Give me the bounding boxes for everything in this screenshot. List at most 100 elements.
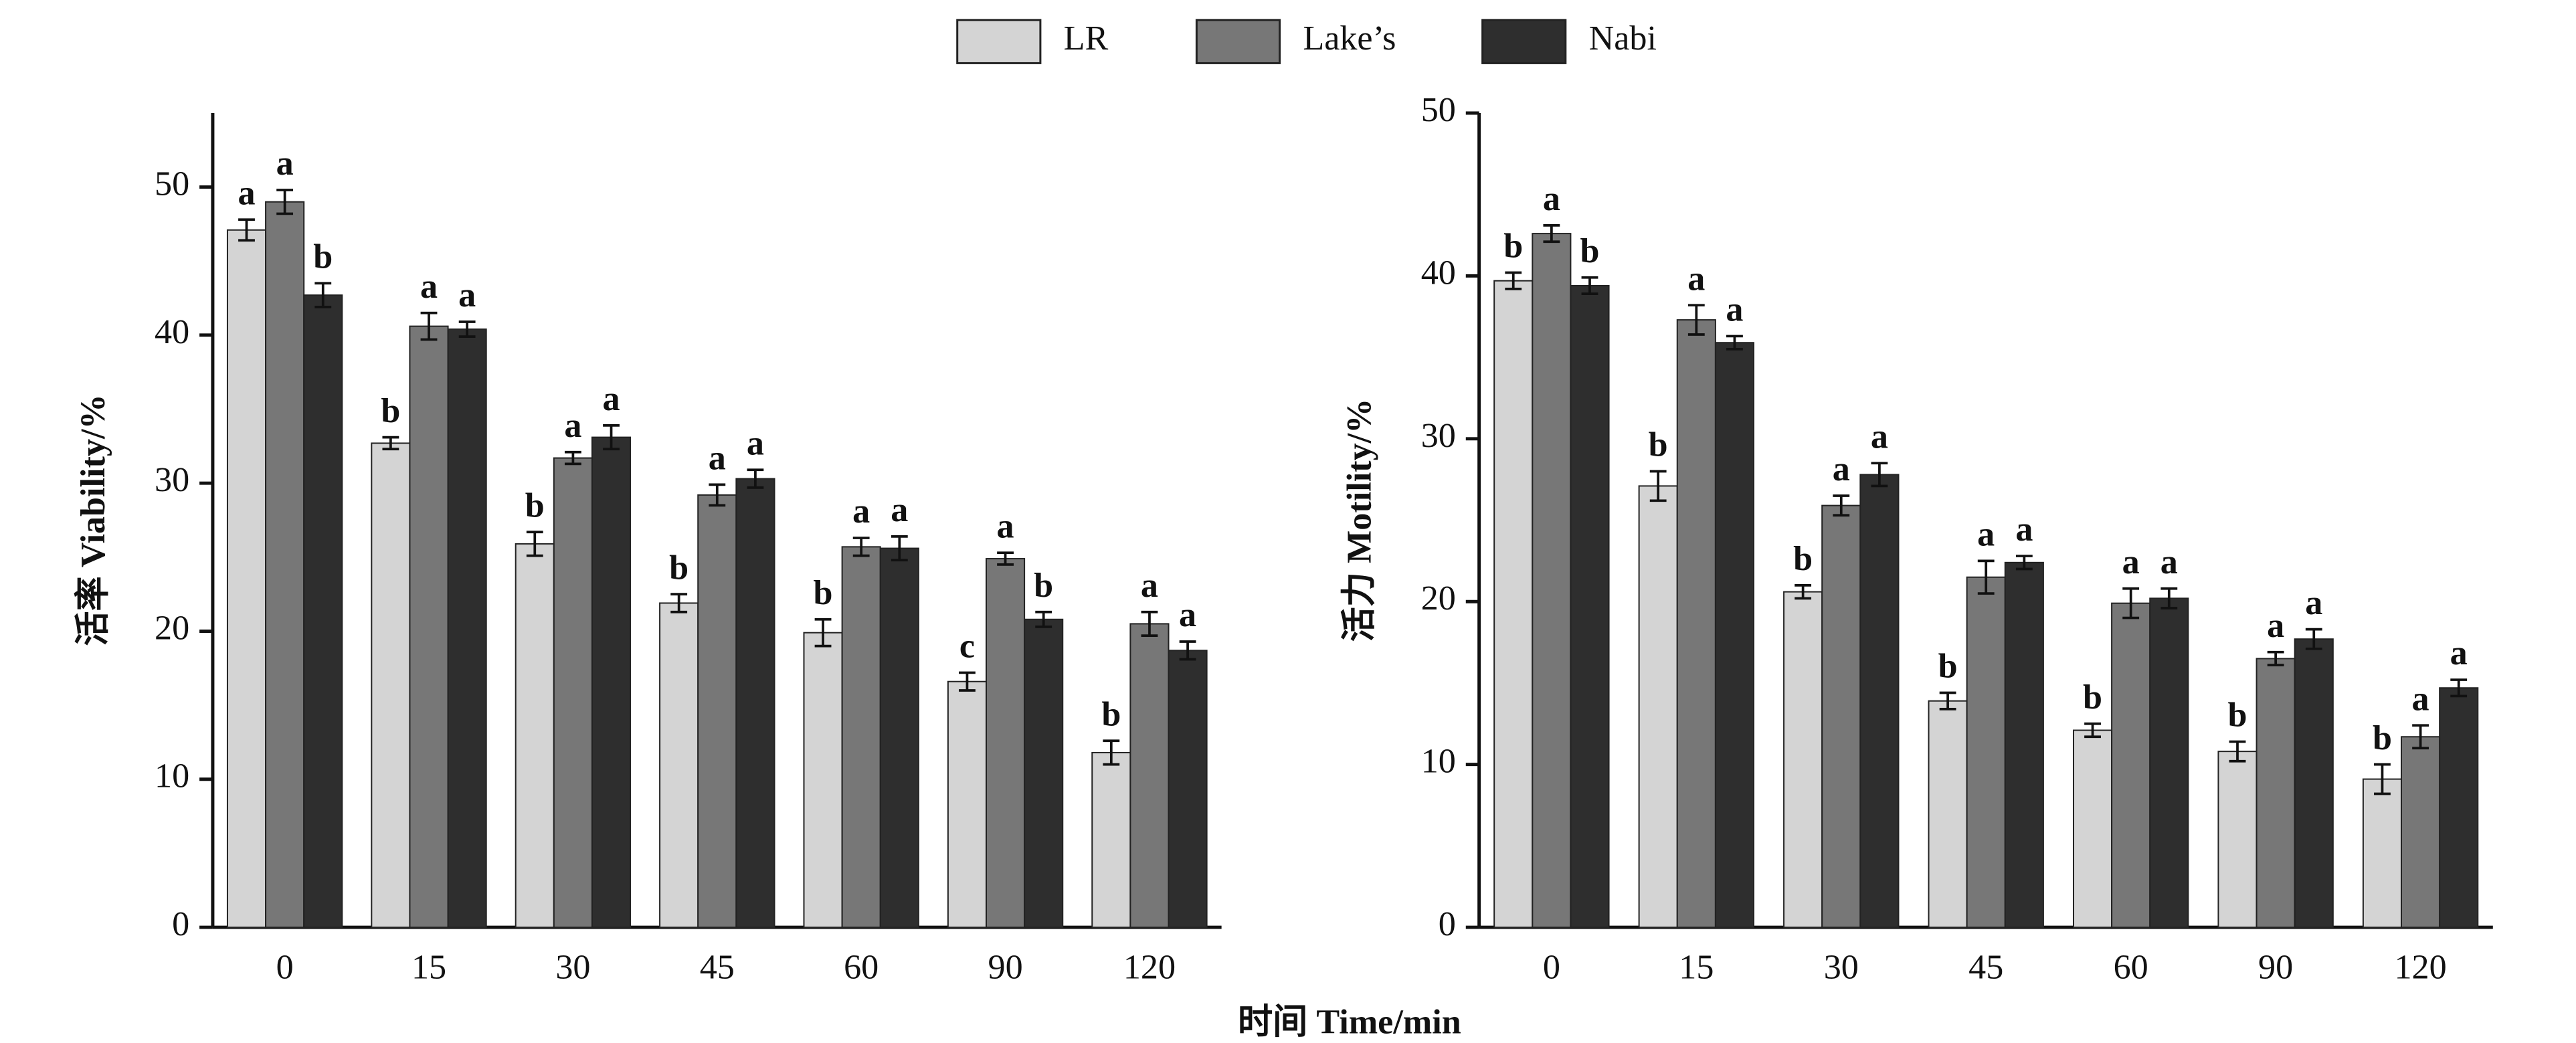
significance-letter: b bbox=[1649, 426, 1668, 464]
y-tick-label: 50 bbox=[1421, 91, 1456, 129]
significance-letter: b bbox=[2373, 719, 2392, 757]
y-tick-label: 40 bbox=[1421, 254, 1456, 292]
significance-letter: a bbox=[2412, 680, 2429, 718]
x-axis-label: 时间 Time/min bbox=[1238, 1004, 1461, 1042]
error-bar bbox=[1795, 584, 1812, 600]
bar bbox=[1676, 319, 1716, 929]
error-bar bbox=[670, 593, 688, 613]
bar bbox=[735, 478, 775, 929]
error-bar bbox=[1505, 271, 1522, 290]
legend-swatch bbox=[1481, 19, 1567, 64]
bar bbox=[447, 328, 487, 929]
significance-letter: a bbox=[1179, 596, 1196, 634]
bar bbox=[2401, 736, 2441, 929]
bar bbox=[1532, 233, 1572, 929]
bar bbox=[2362, 778, 2403, 929]
bar bbox=[947, 680, 987, 929]
bar bbox=[1783, 591, 1823, 929]
y-tick-label: 30 bbox=[1421, 417, 1456, 455]
significance-letter: b bbox=[2083, 678, 2102, 717]
bar bbox=[591, 436, 632, 929]
significance-letter: b bbox=[1580, 232, 1599, 270]
y-tick-label: 0 bbox=[172, 905, 189, 943]
bar bbox=[1821, 504, 1861, 929]
significance-letter: b bbox=[1101, 695, 1121, 733]
bar bbox=[841, 546, 881, 929]
y-axis-label: 活力 Motility/% bbox=[1340, 399, 1379, 642]
x-tick-label: 45 bbox=[700, 949, 735, 987]
legend-label: Nabi bbox=[1589, 19, 1657, 58]
error-bar bbox=[1833, 494, 1850, 517]
error-bar bbox=[747, 468, 764, 489]
error-bar bbox=[997, 551, 1014, 566]
y-tick-label: 50 bbox=[155, 165, 189, 203]
bar bbox=[371, 442, 411, 929]
bar bbox=[1638, 485, 1678, 929]
significance-letter: a bbox=[997, 507, 1014, 545]
error-bar bbox=[1687, 304, 1705, 336]
error-bar bbox=[1179, 640, 1196, 661]
bar bbox=[803, 632, 843, 929]
x-tick-label: 15 bbox=[411, 949, 446, 987]
significance-letter: b bbox=[525, 486, 545, 525]
bar bbox=[515, 543, 555, 929]
x-tick-label: 60 bbox=[2114, 949, 2148, 987]
significance-letter: b bbox=[2227, 696, 2247, 735]
significance-letter: a bbox=[1543, 180, 1560, 218]
error-bar bbox=[1035, 610, 1052, 628]
error-bar bbox=[2160, 587, 2178, 609]
y-tick-label: 20 bbox=[1421, 579, 1456, 618]
significance-letter: a bbox=[891, 491, 908, 529]
significance-letter: a bbox=[709, 440, 726, 478]
error-bar bbox=[382, 436, 399, 451]
significance-letter: a bbox=[2267, 607, 2284, 645]
bar bbox=[265, 201, 305, 929]
x-tick-label: 45 bbox=[1968, 949, 2003, 987]
bar bbox=[1928, 700, 1968, 929]
significance-letter: a bbox=[238, 174, 255, 212]
error-bar bbox=[458, 320, 476, 338]
error-bar bbox=[1141, 610, 1158, 637]
error-bar bbox=[1726, 335, 1743, 351]
significance-letter: b bbox=[669, 549, 688, 587]
bar bbox=[2256, 658, 2296, 929]
bar bbox=[2149, 597, 2189, 929]
error-bar bbox=[2374, 763, 2391, 795]
x-tick-label: 0 bbox=[276, 949, 294, 987]
bar bbox=[2111, 602, 2151, 929]
legend-label: LR bbox=[1064, 19, 1109, 58]
bar bbox=[697, 494, 737, 929]
error-bar bbox=[709, 483, 726, 507]
error-bar bbox=[1103, 739, 1120, 766]
error-bar bbox=[1581, 276, 1598, 296]
error-bar bbox=[420, 311, 438, 341]
error-bar bbox=[603, 424, 620, 451]
y-tick-label: 10 bbox=[1421, 743, 1456, 781]
significance-letter: a bbox=[2305, 584, 2322, 622]
x-tick-label: 0 bbox=[1543, 949, 1560, 987]
bar bbox=[2217, 751, 2258, 929]
significance-letter: a bbox=[2160, 543, 2178, 581]
error-bar bbox=[2450, 678, 2468, 698]
x-tick-label: 15 bbox=[1679, 949, 1714, 987]
bar bbox=[1493, 280, 1534, 929]
bar bbox=[986, 558, 1026, 929]
significance-letter: a bbox=[2450, 634, 2468, 672]
y-tick-label: 20 bbox=[155, 609, 189, 647]
bar bbox=[879, 547, 919, 929]
bar bbox=[409, 325, 449, 929]
significance-letter: a bbox=[2015, 510, 2033, 549]
significance-letter: b bbox=[313, 238, 333, 276]
error-bar bbox=[276, 189, 294, 215]
error-bar bbox=[891, 535, 908, 562]
bar bbox=[2072, 729, 2113, 929]
significance-letter: a bbox=[564, 407, 581, 445]
x-tick-label: 90 bbox=[988, 949, 1022, 987]
significance-letter: a bbox=[747, 424, 764, 462]
error-bar bbox=[1543, 224, 1560, 244]
y-tick-label: 30 bbox=[155, 461, 189, 499]
significance-letter: a bbox=[852, 492, 870, 531]
error-bar bbox=[2229, 740, 2246, 763]
